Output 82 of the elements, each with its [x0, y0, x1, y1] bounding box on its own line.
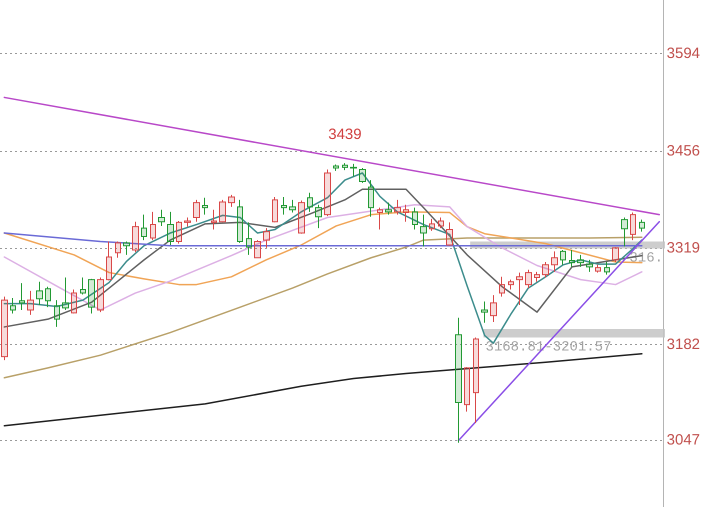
y-tick-label: 3047 [666, 431, 700, 448]
y-tick-label: 3319 [666, 239, 700, 256]
candlestick [359, 168, 366, 184]
candlestick [630, 212, 636, 241]
candlestick [586, 259, 593, 272]
annotation: 3439 [328, 126, 362, 144]
candlestick [62, 277, 69, 310]
candlestick [551, 250, 558, 272]
candlestick [612, 246, 619, 262]
candlestick [499, 276, 505, 298]
candlestick [184, 216, 191, 228]
candlestick [71, 289, 77, 314]
candlestick [54, 300, 60, 328]
candlestick [516, 272, 523, 306]
candlestick [211, 209, 217, 230]
candlestick [420, 214, 427, 247]
candlestick [604, 261, 610, 276]
candlestick [350, 163, 357, 178]
candlestick [36, 281, 43, 306]
candlestick [412, 207, 418, 230]
candlestick [10, 297, 16, 314]
candlestick [132, 221, 139, 253]
candlestick [560, 249, 566, 266]
candlestick [272, 196, 278, 223]
candlestick [446, 222, 453, 246]
candlestick [1, 296, 8, 361]
candlestick [97, 277, 104, 313]
candlestick [141, 214, 147, 241]
y-tick-label: 3594 [666, 45, 700, 62]
candlestick [324, 168, 331, 217]
y-tick-label: 3182 [666, 336, 700, 354]
candlestick [315, 204, 322, 229]
candlestick [193, 199, 200, 222]
candlestick [333, 164, 339, 172]
candlestick [464, 366, 470, 412]
candlestick [342, 162, 348, 171]
candlestick [45, 286, 51, 308]
candlestick [508, 279, 514, 290]
candlestick [307, 192, 313, 212]
candlestick [455, 317, 462, 444]
candlestick [377, 207, 383, 230]
candlestick [88, 278, 95, 314]
candlestick [577, 254, 584, 268]
candlestick [202, 197, 208, 216]
candlestick [289, 199, 296, 214]
candlestick [595, 264, 601, 274]
candlestick [490, 294, 497, 322]
candlestick [639, 219, 645, 232]
candlestick [481, 301, 488, 324]
candlestick [621, 216, 628, 247]
candlestick [542, 261, 549, 278]
candlestick [158, 209, 165, 226]
candlestick [106, 240, 112, 281]
candlestick [368, 180, 374, 218]
candlestick [525, 269, 532, 289]
candlestick [176, 220, 182, 244]
candlestick [246, 222, 252, 256]
candlestick [263, 228, 270, 248]
candlestick [27, 290, 34, 316]
candlestick [228, 194, 235, 208]
candlestick [438, 216, 444, 229]
candlestick [237, 199, 243, 244]
candlestick [429, 218, 435, 232]
candlestick [150, 211, 156, 241]
candlestick [385, 202, 392, 216]
candlestick [403, 204, 409, 222]
candlestick [473, 337, 479, 424]
candlestick [219, 199, 226, 223]
candlestick [123, 240, 130, 256]
candlestick [569, 249, 575, 268]
band-label: 316. [629, 250, 663, 267]
candlestick [80, 277, 86, 295]
candlestick [394, 199, 401, 216]
y-tick-label: 3456 [666, 142, 700, 160]
candlestick [167, 211, 174, 246]
candlestick [254, 240, 261, 258]
candlestick [115, 240, 121, 258]
candlestick [534, 271, 540, 282]
candlestick [281, 196, 287, 216]
line-series [4, 353, 643, 427]
candlestick [19, 282, 25, 310]
candlestick [298, 200, 305, 234]
